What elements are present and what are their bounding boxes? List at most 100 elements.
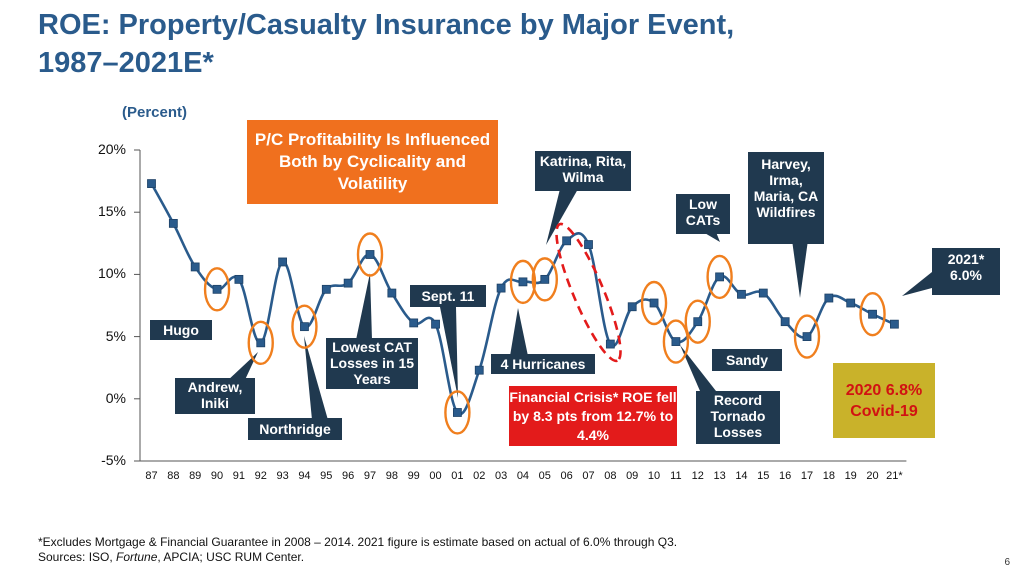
pointer-sept-11 xyxy=(440,307,458,398)
data-point-04 xyxy=(518,277,528,287)
pointer-4-hurricanes xyxy=(510,308,528,356)
x-tick-label: 95 xyxy=(320,470,333,482)
x-tick-label: 87 xyxy=(145,470,158,482)
highlight-circle-92 xyxy=(247,320,274,366)
title-line-1: ROE: Property/Casualty Insurance by Majo… xyxy=(38,9,735,41)
data-point-08 xyxy=(605,339,615,349)
x-tick-label: 21* xyxy=(886,470,903,482)
x-tick-label: 07 xyxy=(582,470,595,482)
x-tick-label: 94 xyxy=(298,470,311,482)
main-callout-text: P/C Profitability Is Influenced Both by … xyxy=(254,130,491,193)
main-callout: P/C Profitability Is Influenced Both by … xyxy=(247,120,498,204)
data-point-93 xyxy=(278,257,288,267)
data-point-99 xyxy=(409,318,419,328)
y-tick-label: -5% xyxy=(101,452,126,468)
callout-northridge: Northridge xyxy=(248,418,342,440)
callout-sandy: Sandy xyxy=(712,349,782,371)
x-tick-label: 88 xyxy=(167,470,180,482)
x-tick-label: 93 xyxy=(276,470,289,482)
x-tick-label: 90 xyxy=(210,470,224,482)
chart-axes xyxy=(134,149,907,462)
data-point-03 xyxy=(496,283,506,293)
callout-sept-11: Sept. 11 xyxy=(410,285,486,307)
pointer-northridge xyxy=(304,336,328,420)
x-tick-label: 08 xyxy=(604,470,617,482)
highlight-circle-17 xyxy=(793,314,821,359)
highlight-circle-05 xyxy=(531,257,558,302)
data-point-92 xyxy=(256,338,266,348)
page-title: ROE: Property/Casualty Insurance by Majo… xyxy=(38,6,938,82)
pointer-record-tornado xyxy=(680,345,716,391)
x-tick-label: 99 xyxy=(407,470,420,482)
x-tick-label: 12 xyxy=(691,470,704,482)
x-tick-label: 19 xyxy=(844,470,857,482)
callout-covid: 2020 6.8% Covid-19 xyxy=(833,363,935,438)
title-line-2: 1987–2021E* xyxy=(38,47,214,79)
pointer-2021 xyxy=(902,272,932,296)
unit-label: (Percent) xyxy=(122,104,188,121)
data-point-19 xyxy=(846,298,856,308)
data-point-09 xyxy=(627,302,637,312)
y-tick-label: 0% xyxy=(105,389,126,406)
data-point-18 xyxy=(824,293,834,303)
data-point-87 xyxy=(147,179,156,188)
data-point-91 xyxy=(234,274,244,284)
x-tick-label: 15 xyxy=(757,470,770,482)
x-tick-label: 98 xyxy=(385,470,398,482)
y-tick-label: 10% xyxy=(97,265,126,282)
data-point-90 xyxy=(212,284,222,294)
x-tick-label: 18 xyxy=(822,470,835,482)
highlight-circle-20 xyxy=(859,292,886,337)
series-markers xyxy=(147,179,899,417)
data-point-12 xyxy=(693,317,703,327)
x-tick-label: 00 xyxy=(429,470,442,482)
data-point-20 xyxy=(868,309,877,319)
callout-harvey: Harvey, Irma, Maria, CA Wildfires xyxy=(748,152,824,244)
x-tick-label: 14 xyxy=(735,470,748,482)
x-tick-label: 17 xyxy=(800,470,814,482)
data-point-07 xyxy=(584,240,593,249)
x-tick-label: 96 xyxy=(342,470,355,482)
data-point-14 xyxy=(737,289,746,299)
pointer-andrew xyxy=(226,352,258,382)
x-tick-label: 16 xyxy=(779,470,792,482)
x-tick-label: 09 xyxy=(626,470,639,482)
x-tick-label: 10 xyxy=(647,470,661,482)
data-point-10 xyxy=(649,298,659,308)
x-tick-label: 92 xyxy=(254,470,267,482)
y-tick-label: 15% xyxy=(97,203,126,220)
data-point-97 xyxy=(365,250,375,259)
pointer-harvey xyxy=(792,240,808,298)
highlight-circle-11 xyxy=(662,319,690,364)
data-point-17 xyxy=(802,332,812,342)
financial-crisis-text: Financial Crisis* ROE fell by 8.3 pts fr… xyxy=(509,388,677,443)
y-tick-label: 5% xyxy=(105,327,126,344)
callout-lowest-cat: Lowest CAT Losses in 15 Years xyxy=(326,338,418,389)
x-tick-label: 89 xyxy=(189,470,202,482)
footnote: *Excludes Mortgage & Financial Guarantee… xyxy=(38,535,677,565)
data-point-06 xyxy=(562,236,572,246)
footnote-line-1: *Excludes Mortgage & Financial Guarantee… xyxy=(38,535,678,549)
data-point-02 xyxy=(474,365,484,375)
data-point-96 xyxy=(343,278,353,288)
data-point-88 xyxy=(168,218,178,228)
callout-record-tornado: Record Tornado Losses xyxy=(696,391,780,444)
highlight-circle-01 xyxy=(444,390,471,435)
callout-katrina: Katrina, Rita, Wilma xyxy=(535,151,631,191)
pointer-katrina xyxy=(546,189,578,245)
callout-andrew: Andrew, Iniki xyxy=(175,378,255,414)
x-tick-label: 91 xyxy=(232,470,246,482)
x-tick-label: 06 xyxy=(560,470,573,482)
data-point-98 xyxy=(387,288,397,298)
data-point-13 xyxy=(715,272,724,282)
highlight-circle-97 xyxy=(356,232,384,277)
x-tick-label: 05 xyxy=(538,470,551,482)
highlight-circle-13 xyxy=(706,254,733,300)
callout-hugo: Hugo xyxy=(150,320,212,340)
x-tick-label: 03 xyxy=(494,470,508,482)
data-point-00 xyxy=(431,319,440,329)
data-point-01 xyxy=(452,408,462,417)
x-tick-label: 01 xyxy=(451,470,464,482)
callout-4-hurricanes: 4 Hurricanes xyxy=(491,354,595,374)
x-tick-label: 13 xyxy=(713,470,726,482)
